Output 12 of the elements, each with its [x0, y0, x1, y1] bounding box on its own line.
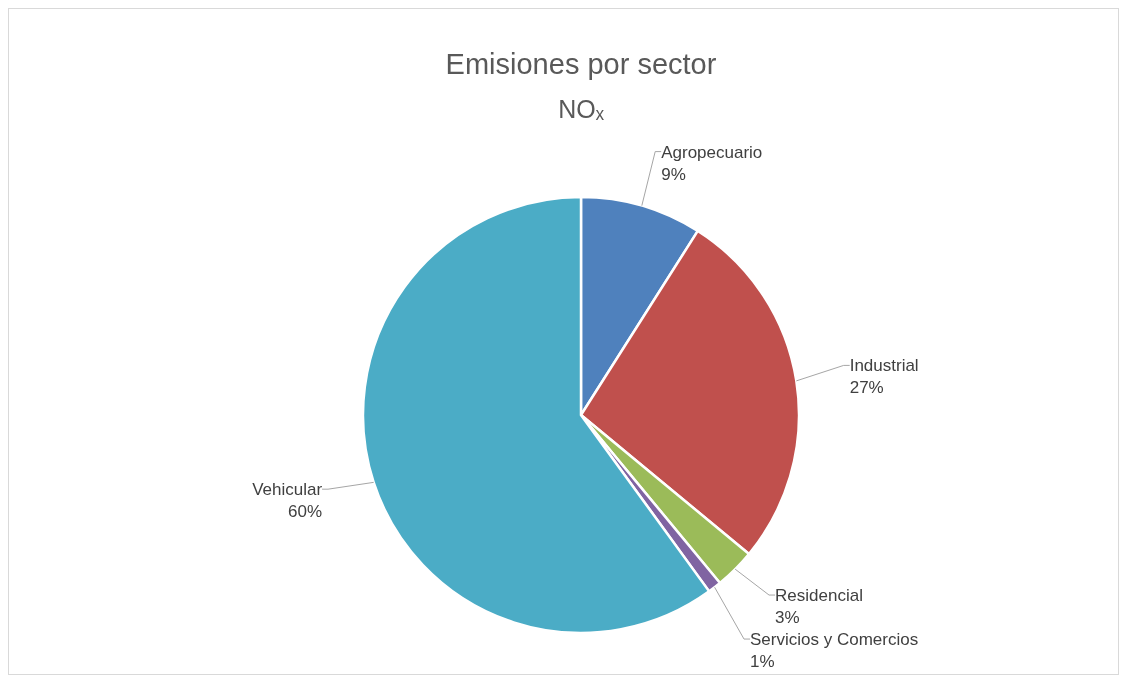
data-label: 3% [775, 608, 800, 628]
slice-label: Servicios y Comercios [750, 630, 919, 650]
chart-title: Emisiones por sector [445, 48, 717, 80]
chart-subtitle: NOₓ [558, 95, 605, 123]
data-label: 1% [750, 652, 775, 672]
slice-label: Agropecuario [661, 142, 763, 162]
data-label: 60% [288, 502, 323, 522]
data-label: 27% [849, 378, 884, 398]
slice-label: Industrial [849, 356, 919, 376]
slice-label: Residencial [775, 586, 863, 606]
data-label: 9% [661, 164, 686, 184]
slice-label: Vehicular [252, 480, 323, 500]
